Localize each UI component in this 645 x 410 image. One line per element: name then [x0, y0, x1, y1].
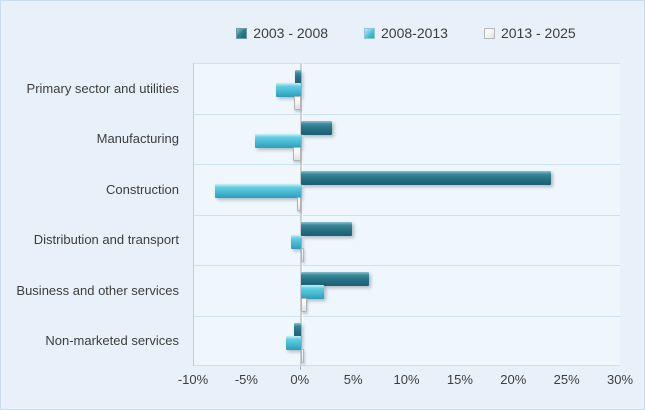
x-tick-label: 30% — [606, 372, 634, 387]
legend-label: 2003 - 2008 — [253, 25, 329, 41]
bar-2013-2025-3 — [300, 247, 305, 262]
zero-axis-line — [299, 63, 302, 365]
bar-group — [194, 63, 620, 114]
zero-tick-mark — [299, 366, 301, 370]
value-axis: -10% -5% 0% 5% 10% 15% 20% 25% 30% — [1, 372, 644, 390]
bar-group — [194, 316, 620, 367]
gridline — [194, 315, 620, 317]
x-tick-label: 25% — [553, 372, 580, 387]
bar-group — [194, 114, 620, 165]
gridline — [194, 365, 620, 366]
bar-2013-2025-5 — [300, 348, 305, 363]
gridline — [194, 265, 620, 266]
legend-item-2003-2008: 2003 - 2008 — [236, 25, 328, 41]
category-label: Distribution and transport — [33, 232, 179, 248]
bar-group — [194, 265, 620, 316]
bar-2008-2013-1 — [254, 133, 301, 148]
bar-2008-2013-0 — [276, 83, 301, 97]
category-axis: Primary sector and utilities Manufacturin… — [1, 63, 186, 366]
bar-2003-2008-4 — [300, 272, 370, 286]
legend-marker-icon — [236, 27, 248, 39]
legend-label: 2008-2013 — [381, 25, 448, 41]
gridline — [194, 214, 620, 216]
category-label: Non-marketed services — [45, 333, 179, 349]
x-tick-label: -5% — [234, 372, 258, 387]
bar-2008-2013-2 — [215, 184, 301, 198]
x-tick-label: -10% — [177, 372, 209, 387]
legend-item-2013-2025: 2013 - 2025 — [483, 25, 576, 41]
gridline — [194, 63, 620, 64]
bar-2003-2008-3 — [300, 221, 352, 236]
bar-group — [194, 164, 620, 215]
bar-2008-2013-3 — [291, 234, 301, 249]
x-tick-label: 10% — [393, 372, 420, 387]
category-label: Business and other services — [16, 282, 179, 298]
bar-2003-2008-2 — [300, 171, 551, 185]
bar-2003-2008-0 — [295, 70, 301, 84]
bar-2008-2013-4 — [300, 285, 325, 299]
bar-2013-2025-2 — [297, 197, 301, 211]
bar-2003-2008-5 — [294, 322, 301, 337]
bar-2013-2025-0 — [294, 96, 301, 110]
legend-item-2008-2013: 2008-2013 — [364, 25, 448, 41]
bar-2008-2013-5 — [285, 335, 301, 350]
legend-marker-icon — [364, 27, 376, 39]
chart-legend: 2003 - 2008 2008-2013 2013 - 2025 — [181, 21, 631, 45]
plot-area — [193, 63, 620, 366]
gridline — [194, 164, 620, 165]
x-tick-label: 20% — [500, 372, 527, 387]
x-tick-label: 5% — [343, 372, 363, 387]
category-label: Construction — [106, 181, 179, 197]
legend-label: 2013 - 2025 — [500, 25, 576, 41]
bar-group — [194, 215, 620, 266]
bar-2013-2025-4 — [300, 298, 308, 312]
category-label: Manufacturing — [96, 131, 179, 147]
gridline — [194, 113, 620, 115]
x-tick-label: 15% — [446, 372, 473, 387]
category-label: Primary sector and utilities — [26, 80, 179, 96]
bar-2013-2025-1 — [293, 146, 301, 161]
bar-2003-2008-1 — [300, 120, 332, 135]
legend-marker-icon — [483, 27, 495, 39]
x-tick-label: 0% — [290, 372, 310, 387]
